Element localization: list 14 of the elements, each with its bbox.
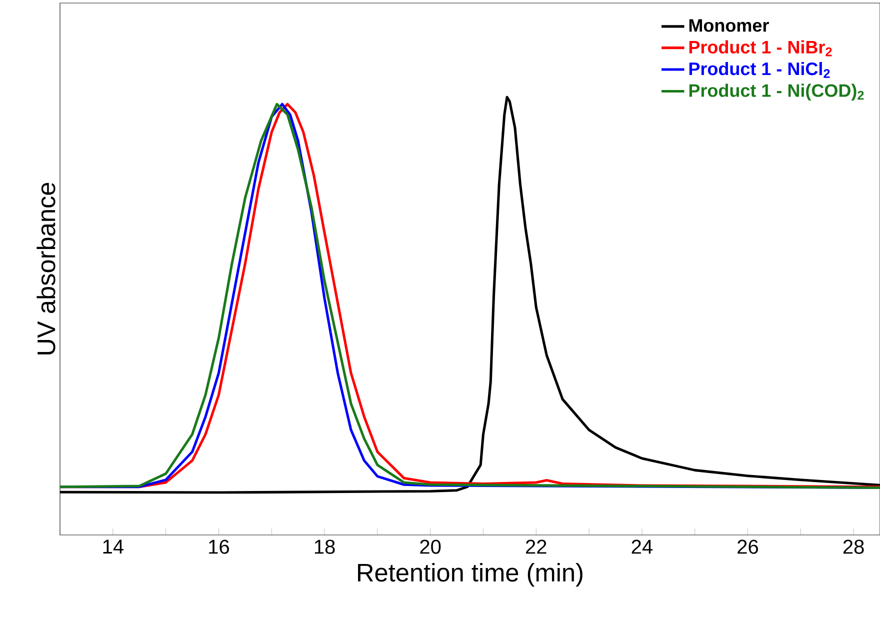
x-tick-label: 22 bbox=[526, 540, 546, 554]
y-axis-title: UV absorbance bbox=[36, 182, 56, 354]
x-tick-label: 24 bbox=[632, 540, 652, 554]
x-tick-label: 14 bbox=[103, 540, 124, 554]
x-tick-label: 28 bbox=[843, 540, 864, 554]
x-tick-label: 16 bbox=[209, 540, 229, 554]
legend-label: Product 1 - Ni(COD)$_{2}$ bbox=[689, 84, 864, 100]
x-tick-label: 20 bbox=[420, 540, 441, 554]
x-tick-label: 26 bbox=[738, 540, 758, 554]
legend-label: Product 1 - NiBr$_{2}$ bbox=[689, 40, 832, 56]
legend-label: Product 1 - NiCl$_{2}$ bbox=[689, 62, 830, 78]
x-tick-label: 18 bbox=[314, 540, 335, 554]
legend-label: Monomer bbox=[689, 19, 769, 32]
x-axis-title: Retention time (min) bbox=[358, 563, 582, 587]
